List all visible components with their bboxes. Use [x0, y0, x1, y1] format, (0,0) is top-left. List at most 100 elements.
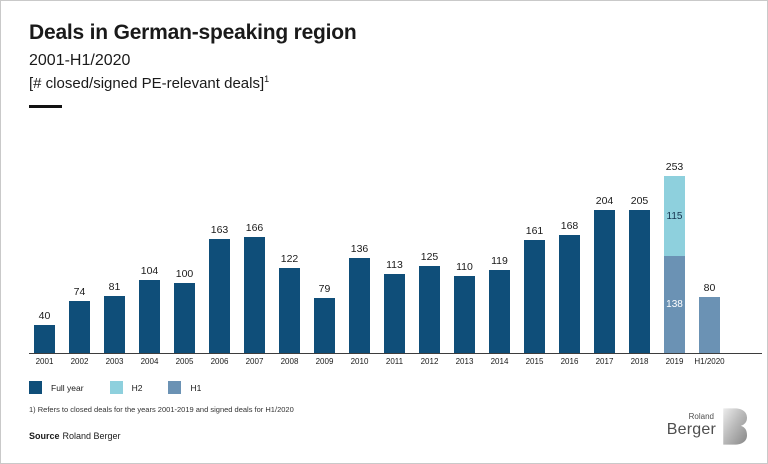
- chart-column: 40: [27, 160, 62, 353]
- header: Deals in German-speaking region 2001-H1/…: [29, 21, 357, 109]
- bar-segment-full_year: [384, 273, 405, 353]
- bar-2004: [139, 280, 160, 353]
- x-axis-label: 2016: [560, 357, 579, 366]
- bar-2007: [244, 236, 265, 353]
- bar-value-label: 125: [420, 250, 439, 263]
- bar-2015: [524, 240, 545, 353]
- chart-column: 79: [307, 160, 342, 353]
- bar-segment-full_year: [629, 209, 650, 353]
- chart-column: 161: [517, 160, 552, 353]
- bar-value-label: 74: [73, 286, 86, 299]
- x-axis-label: 2003: [105, 357, 124, 366]
- legend-item-h2: H2: [109, 381, 143, 394]
- chart-column: 119: [482, 160, 517, 353]
- chart-column: 205: [622, 160, 657, 353]
- x-axis-label: 2017: [595, 357, 614, 366]
- bar-2012: [419, 265, 440, 353]
- x-axis-label: 2007: [245, 357, 264, 366]
- x-axis-label: 2018: [630, 357, 649, 366]
- chart-columns: 40 74 81 104 100 163 166 122 79 136 113 125 110 119 16…: [27, 160, 727, 353]
- x-axis-labels: 2001 2002 2003 2004 2005 2006 2007 2008 2009 2010…: [27, 357, 727, 366]
- bar-2017: [594, 210, 615, 353]
- bar-segment-full_year: [559, 235, 580, 353]
- x-axis-label: 2002: [70, 357, 89, 366]
- bar-value-label: 40: [38, 310, 51, 322]
- bar-value-label: 119: [491, 254, 508, 267]
- accent-rule: [29, 105, 62, 109]
- bar-value-label: 204: [595, 195, 614, 208]
- x-axis-label: 2005: [175, 357, 194, 366]
- bar-2011: [384, 273, 405, 353]
- x-axis-line: [29, 353, 762, 354]
- bar-value-label: 113: [386, 258, 403, 271]
- bar-segment-full_year: [454, 276, 475, 353]
- bar-value-label: 161: [525, 225, 544, 238]
- x-axis-label: 2015: [525, 357, 544, 366]
- bar-2005: [174, 283, 195, 353]
- chart-column: 113: [377, 160, 412, 353]
- x-axis-label: 2006: [210, 357, 229, 366]
- chart-column: 136: [342, 160, 377, 353]
- chart-column: 168: [552, 160, 587, 353]
- x-axis-label: 2012: [420, 357, 439, 366]
- x-axis-label: 2001: [35, 357, 54, 366]
- logo-text: Roland Berger: [667, 413, 716, 438]
- x-axis-label: 2011: [385, 357, 404, 366]
- bar-segment-h1: [699, 297, 720, 353]
- bar-segment-full_year: [104, 296, 125, 353]
- chart-column: 104: [132, 160, 167, 353]
- bar-2002: [69, 301, 90, 353]
- logo-berger-text: Berger: [666, 421, 716, 438]
- legend-label: H1: [190, 382, 202, 393]
- bar-value-label: 79: [318, 282, 331, 295]
- legend-swatch-full_year: [29, 381, 42, 394]
- bar-2008: [279, 267, 300, 353]
- bar-value-label: 104: [140, 265, 159, 278]
- chart-column: 100: [167, 160, 202, 353]
- bar-2010: [349, 257, 370, 353]
- bar-segment-h1: 138: [664, 256, 685, 353]
- bar-segment-full_year: [524, 240, 545, 353]
- chart-column: 166: [237, 160, 272, 353]
- logo-roland-text: Roland: [688, 412, 714, 421]
- measure-label: [# closed/signed PE-relevant deals]1: [29, 73, 357, 93]
- bar-2018: [629, 209, 650, 353]
- chart-column: 122: [272, 160, 307, 353]
- bar-2006: [209, 238, 230, 353]
- bar-2003: [104, 296, 125, 353]
- source-line: Source Roland Berger: [29, 431, 121, 441]
- bar-segment-full_year: [244, 236, 265, 353]
- legend-swatch-h1: [168, 381, 182, 394]
- legend-item-h1: H1: [168, 381, 201, 394]
- bar-value-label: 166: [245, 221, 264, 234]
- x-axis-label: 2008: [280, 357, 299, 366]
- source-value: Roland Berger: [62, 431, 121, 441]
- measure-text: [# closed/signed PE-relevant deals]: [29, 74, 265, 92]
- chart-column: 80: [692, 160, 727, 353]
- chart-column: 74: [62, 160, 97, 353]
- bar-2014: [489, 269, 510, 353]
- bar-value-label: 81: [108, 281, 121, 294]
- x-axis-label: 2014: [490, 357, 509, 366]
- legend-label: H2: [131, 382, 143, 393]
- bar-segment-full_year: [69, 301, 90, 353]
- legend-item-full_year: Full year: [29, 381, 84, 394]
- bar-segment-h2: 115: [664, 175, 685, 257]
- bar-2013: [454, 276, 475, 353]
- chart-legend: Full year H2 H1: [29, 381, 227, 394]
- footnote-marker: 1: [264, 73, 270, 84]
- bar-value-label: 122: [280, 252, 299, 265]
- bar-segment-full_year: [279, 267, 300, 353]
- bar-2019: 115 138: [664, 175, 685, 353]
- x-axis-label: 2004: [140, 357, 159, 366]
- x-axis-label: H1/2020: [694, 357, 725, 366]
- bar-2009: [314, 297, 335, 353]
- bar-segment-full_year: [594, 210, 615, 353]
- bar-2001: [34, 325, 55, 353]
- chart-column: 110: [447, 160, 482, 353]
- x-axis-label: 2019: [665, 357, 684, 366]
- roland-berger-logo: Roland Berger: [667, 408, 747, 445]
- bar-H1/2020: [699, 297, 720, 353]
- x-axis-label: 2013: [455, 357, 474, 366]
